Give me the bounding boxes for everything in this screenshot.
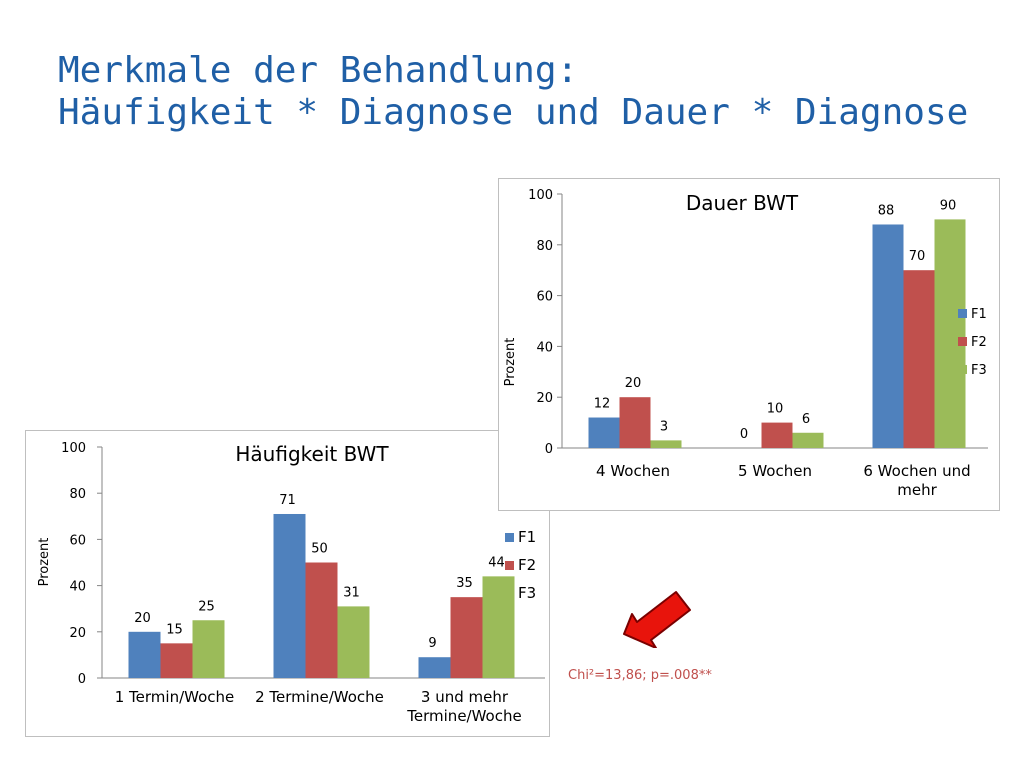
bar-f2 <box>450 597 483 678</box>
category-label: 2 Termine/Woche <box>255 688 384 706</box>
category-label: 6 Wochen und <box>863 462 970 480</box>
data-label-f3: 31 <box>343 585 360 600</box>
y-tick-label: 100 <box>61 441 86 456</box>
y-tick-label: 20 <box>69 626 86 641</box>
red-arrow-icon <box>623 591 691 648</box>
bar-f1 <box>872 224 904 448</box>
slide-title-line-1: Merkmale der Behandlung: <box>58 50 579 91</box>
bar-f2 <box>761 422 793 448</box>
y-tick-label: 40 <box>69 580 86 595</box>
chart-haeufigkeit-bwt: 0 20 40 60 80 100 Prozent 20 15 25 1 Termin/Woche 7… <box>25 430 550 737</box>
slide-title-line-2: Häufigkeit * Diagnose und Dauer * Diagno… <box>58 92 969 133</box>
data-label-f2: 50 <box>311 542 328 557</box>
data-label-f1: 12 <box>594 397 611 412</box>
legend-label-f2: F2 <box>518 556 536 574</box>
category-label: Termine/Woche <box>406 707 521 725</box>
bar-f1 <box>588 417 620 448</box>
y-tick-label: 60 <box>69 533 86 548</box>
y-tick-label: 0 <box>545 442 553 457</box>
category-label: 4 Wochen <box>596 462 670 480</box>
chart-dauer-bwt: 0 20 40 60 80 100 Prozent 12 20 3 4 Wochen 0 10 6 5 Wo… <box>498 178 1000 511</box>
data-label-f1: 0 <box>740 427 748 442</box>
legend-swatch-f2 <box>958 337 967 346</box>
data-label-f1: 71 <box>279 493 296 508</box>
data-label-f2: 15 <box>166 622 183 637</box>
y-tick-label: 60 <box>536 290 553 305</box>
data-label-f2: 70 <box>909 249 926 264</box>
data-label-f1: 9 <box>428 636 436 651</box>
bar-f1 <box>273 513 306 678</box>
legend-label-f3: F3 <box>518 584 536 602</box>
red-arrow-shape <box>623 591 691 648</box>
bar-f3 <box>337 606 370 678</box>
y-tick-label: 20 <box>536 391 553 406</box>
bar-f3 <box>934 219 966 448</box>
data-label-f3: 3 <box>660 419 668 434</box>
y-tick-label: 80 <box>69 487 86 502</box>
legend-swatch-f3 <box>958 365 967 374</box>
data-label-f3: 25 <box>198 599 215 614</box>
y-tick-label: 80 <box>536 239 553 254</box>
legend-swatch-f1 <box>505 533 514 542</box>
y-axis-title: Prozent <box>37 538 52 587</box>
legend-swatch-f3 <box>505 589 514 598</box>
data-label-f2: 20 <box>625 376 642 391</box>
bar-f2 <box>619 397 651 448</box>
category-label: 3 und mehr <box>421 688 509 706</box>
legend-swatch-f1 <box>958 309 967 318</box>
bar-f1 <box>128 631 161 678</box>
chart-title: Dauer BWT <box>686 191 799 215</box>
y-tick-label: 100 <box>528 188 553 203</box>
legend-label-f1: F1 <box>971 307 987 322</box>
data-label-f1: 20 <box>134 611 151 626</box>
legend-label-f1: F1 <box>518 528 536 546</box>
category-label: mehr <box>897 481 937 499</box>
bar-f3 <box>792 432 824 448</box>
legend-label-f3: F3 <box>971 363 987 378</box>
bar-f2 <box>305 562 338 678</box>
data-label-f3: 90 <box>940 198 957 213</box>
data-label-f3: 6 <box>802 412 810 427</box>
bar-f1 <box>418 657 451 678</box>
y-axis-title: Prozent <box>503 338 518 387</box>
legend-swatch-f2 <box>505 561 514 570</box>
chart-title: Häufigkeit BWT <box>235 442 389 466</box>
category-label: 1 Termin/Woche <box>115 688 235 706</box>
bar-f2 <box>903 270 935 448</box>
data-label-f2: 10 <box>767 402 784 417</box>
legend-label-f2: F2 <box>971 335 987 350</box>
bar-f2 <box>160 643 193 678</box>
data-label-f3: 44 <box>488 555 505 570</box>
slide-title: Merkmale der Behandlung: Häufigkeit * Di… <box>58 50 968 134</box>
data-label-f1: 88 <box>878 203 895 218</box>
category-label: 5 Wochen <box>738 462 812 480</box>
chi-square-note: Chi²=13,86; p=.008** <box>568 668 712 683</box>
data-label-f2: 35 <box>456 576 473 591</box>
bar-f3 <box>650 440 682 448</box>
y-tick-label: 0 <box>78 672 86 687</box>
y-tick-label: 40 <box>536 340 553 355</box>
bar-f3 <box>192 620 225 678</box>
